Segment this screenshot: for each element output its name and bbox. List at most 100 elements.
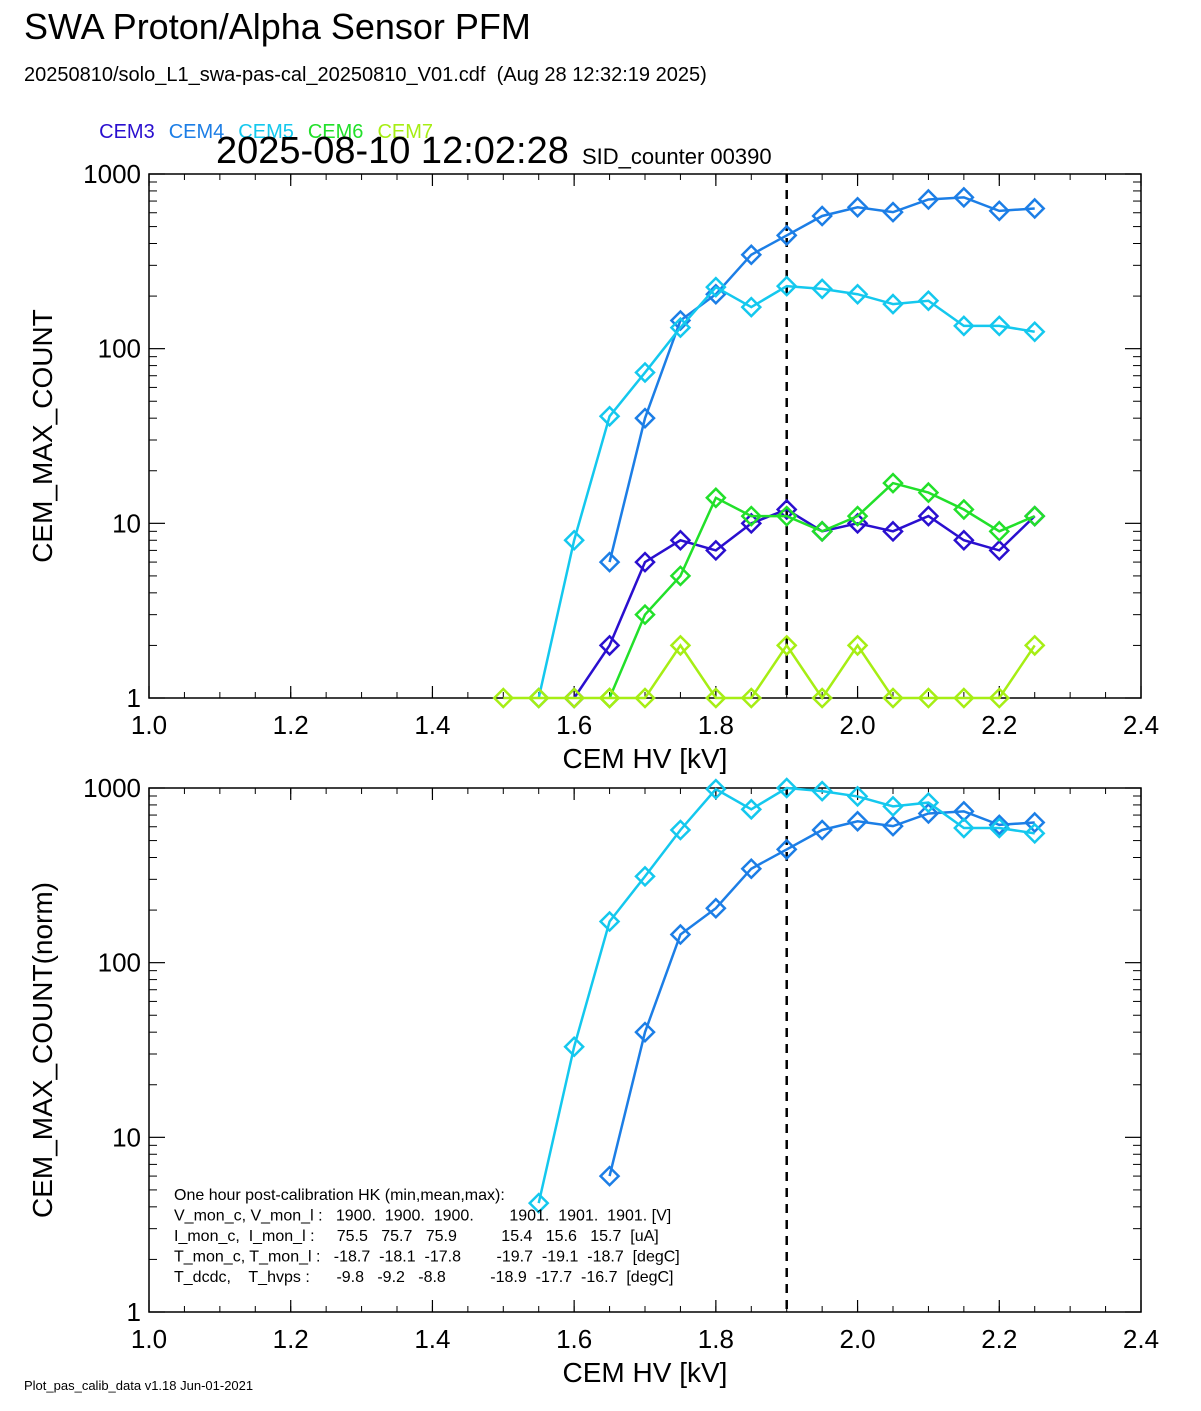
file-subtitle: 20250810/solo_L1_swa-pas-cal_20250810_V0… — [24, 64, 707, 86]
data-point-cem3 — [669, 529, 692, 552]
hk-box-line: V_mon_c, V_mon_l : 1900. 1900. 1900. 190… — [174, 1208, 671, 1225]
data-point-cem3 — [705, 539, 727, 562]
data-point-cem7 — [811, 687, 833, 709]
data-point-cem5 — [988, 817, 1011, 839]
data-point-cem7 — [634, 687, 656, 709]
data-point-cem5 — [563, 529, 585, 552]
data-point-cem6 — [882, 472, 904, 494]
series-line-cem6 — [608, 481, 1036, 699]
data-point-cem5 — [882, 293, 904, 315]
hk-box-line: I_mon_c, I_mon_l : 75.5 75.7 75.9 15.4 1… — [174, 1228, 659, 1245]
hk-box-title: One hour post-calibration HK (min,mean,m… — [174, 1187, 505, 1204]
data-point-cem7 — [775, 634, 798, 657]
data-point-cem6 — [775, 505, 798, 527]
y-tick-label: 10 — [112, 1122, 141, 1152]
data-point-cem4 — [811, 205, 833, 227]
y-tick-label: 1 — [127, 683, 141, 713]
x-tick-label: 1.4 — [414, 710, 450, 740]
x-tick-label: 1.2 — [273, 710, 309, 740]
x-tick-label: 2.4 — [1123, 710, 1159, 740]
sid-counter: SID_counter 00390 — [582, 144, 772, 169]
legend: CEM3 CEM4 CEM5 CEM6 CEM7 — [88, 98, 447, 144]
data-point-cem4 — [1023, 811, 1046, 834]
y-axis-label: CEM_MAX_COUNT(norm) — [27, 882, 58, 1218]
data-point-cem3 — [988, 539, 1011, 562]
data-point-cem7 — [527, 687, 550, 709]
data-point-cem5 — [775, 777, 798, 799]
data-point-cem6 — [634, 603, 656, 626]
legend-item-cem6: CEM6 — [307, 121, 364, 143]
data-point-cem5 — [1023, 822, 1046, 845]
data-point-cem6 — [846, 505, 869, 527]
legend-item-cem4: CEM4 — [168, 121, 225, 143]
series-line-cem5 — [537, 786, 1035, 1204]
data-point-cem4 — [634, 407, 656, 429]
data-point-cem7 — [563, 687, 585, 709]
data-point-cem6 — [669, 565, 692, 587]
data-point-cem6 — [740, 505, 763, 527]
data-point-cem4 — [740, 243, 763, 266]
hk-box-line: T_dcdc, T_hvps : -9.8 -9.2 -8.8 -18.9 -1… — [174, 1269, 674, 1286]
data-point-cem3 — [775, 498, 798, 521]
data-point-cem4 — [988, 814, 1011, 836]
legend-item-cem7: CEM7 — [377, 121, 434, 143]
data-point-cem5 — [846, 283, 869, 305]
data-point-cem6 — [953, 498, 975, 521]
series-line-cem4 — [608, 196, 1035, 563]
data-point-cem4 — [917, 802, 940, 825]
data-point-cem4 — [953, 186, 975, 209]
data-point-cem5 — [953, 817, 975, 839]
data-point-cem4 — [917, 188, 940, 211]
data-point-cem5 — [811, 278, 833, 300]
footer-version: Plot_pas_calib_data v1.18 Jun-01-2021 — [24, 1378, 254, 1393]
data-point-cem7 — [917, 687, 940, 709]
data-point-cem5 — [1023, 320, 1046, 343]
data-point-cem4 — [846, 196, 869, 219]
data-point-cem5 — [917, 791, 940, 814]
data-point-cem6 — [705, 487, 727, 509]
data-point-cem3 — [917, 505, 940, 527]
data-point-cem4 — [775, 838, 798, 861]
x-tick-label: 1.6 — [556, 1324, 592, 1354]
data-point-cem5 — [634, 865, 656, 888]
series-line-cem5 — [537, 284, 1035, 699]
timestamp: 2025-08-10 12:02:28 — [216, 130, 569, 172]
series-line-cem4 — [608, 810, 1035, 1177]
data-point-cem6 — [811, 520, 833, 543]
data-point-cem5 — [669, 316, 692, 339]
data-point-cem5 — [705, 778, 727, 800]
x-tick-label: 1.4 — [414, 1324, 450, 1354]
legend-item-cem3: CEM3 — [99, 121, 155, 143]
data-point-cem5 — [740, 296, 763, 318]
data-point-cem4 — [846, 810, 869, 833]
data-point-cem4 — [598, 1165, 621, 1187]
data-point-cem5 — [953, 315, 975, 337]
x-tick-label: 2.4 — [1123, 1324, 1159, 1354]
data-point-cem7 — [598, 687, 621, 709]
data-point-cem4 — [705, 897, 727, 919]
data-point-cem4 — [811, 819, 833, 841]
x-tick-label: 1.2 — [273, 1324, 309, 1354]
x-tick-label: 1.8 — [698, 1324, 734, 1354]
data-point-cem3 — [598, 634, 621, 657]
data-point-cem4 — [740, 857, 763, 880]
data-point-cem5 — [634, 361, 656, 384]
x-tick-label: 2.2 — [981, 710, 1017, 740]
data-point-cem5 — [527, 1192, 550, 1214]
x-axis-label: CEM HV [kV] — [563, 1357, 728, 1388]
data-point-cem7 — [846, 634, 869, 657]
x-tick-label: 1.8 — [698, 710, 734, 740]
data-point-cem4 — [1023, 197, 1046, 220]
plot-frame-1 — [148, 173, 1142, 699]
x-tick-label: 2.2 — [981, 1324, 1017, 1354]
series-line-cem7 — [503, 643, 1036, 701]
data-point-cem7 — [740, 687, 763, 709]
data-point-cem6 — [917, 481, 940, 504]
y-axis-label: CEM_MAX_COUNT — [27, 309, 58, 563]
data-point-cem4 — [634, 1021, 656, 1043]
data-point-cem3 — [882, 520, 904, 543]
y-tick-label: 10 — [112, 508, 141, 538]
x-tick-label: 2.0 — [839, 710, 875, 740]
data-point-cem6 — [988, 520, 1011, 543]
